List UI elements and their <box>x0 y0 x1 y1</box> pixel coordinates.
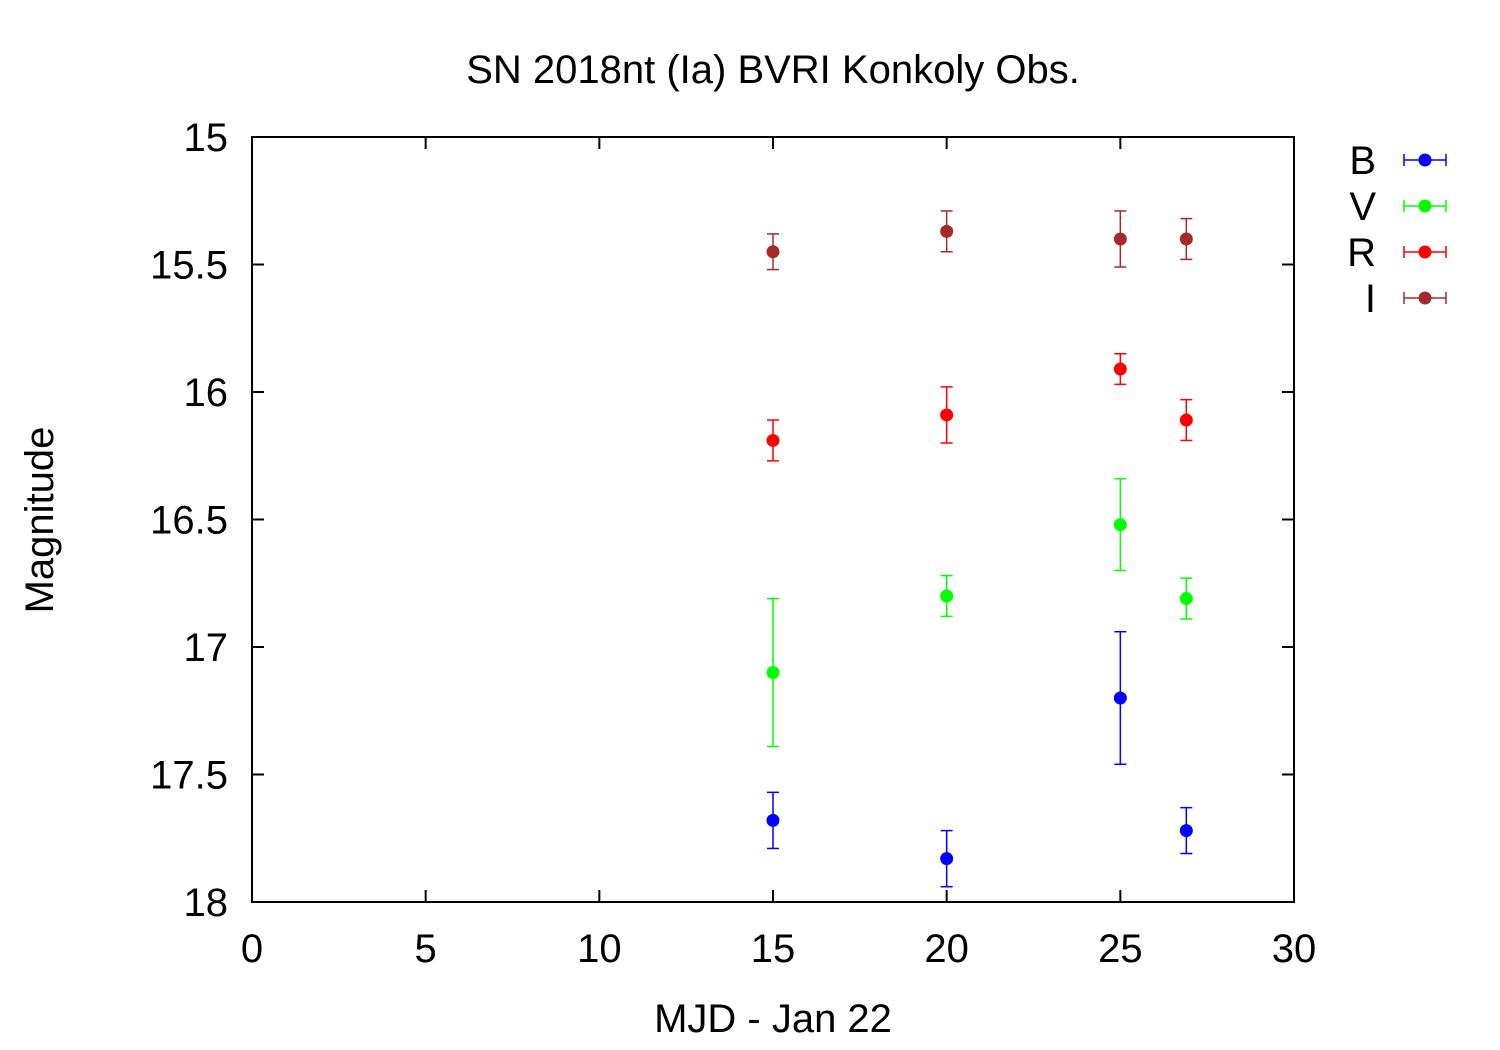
legend: BVRI <box>1347 139 1447 321</box>
legend-label: I <box>1365 277 1376 321</box>
series-R <box>766 353 1193 462</box>
x-axis-ticks: 0 5 10 15 20 25 30 <box>241 137 1316 971</box>
series-I <box>766 210 1193 271</box>
data-point <box>1113 691 1127 705</box>
legend-label: B <box>1349 139 1376 183</box>
x-tick-label: 15 <box>751 927 796 971</box>
series-V <box>766 477 1193 748</box>
x-tick-label: 30 <box>1272 927 1317 971</box>
legend-marker <box>1418 245 1432 259</box>
y-tick-label: 15 <box>184 116 229 160</box>
data-point <box>766 433 780 447</box>
data-point <box>940 224 954 238</box>
data-point <box>1113 232 1127 246</box>
y-tick-label: 18 <box>184 881 229 925</box>
y-axis-ticks: 15 15.5 16 16.5 17 17.5 18 <box>150 116 1294 925</box>
y-axis-label: Magnitude <box>18 427 62 614</box>
y-tick-label: 17 <box>184 626 229 670</box>
x-tick-label: 25 <box>1098 927 1143 971</box>
data-point <box>1179 824 1193 838</box>
legend-marker <box>1418 291 1432 305</box>
x-axis-label: MJD - Jan 22 <box>654 997 892 1041</box>
data-point <box>940 589 954 603</box>
y-tick-label: 17.5 <box>150 754 228 798</box>
data-series <box>766 210 1193 888</box>
chart-title: SN 2018nt (Ia) BVRI Konkoly Obs. <box>466 48 1080 92</box>
data-point <box>766 245 780 259</box>
y-tick-label: 16.5 <box>150 499 228 543</box>
data-point <box>766 666 780 679</box>
data-point <box>1179 413 1193 427</box>
data-point <box>766 813 780 827</box>
x-tick-label: 10 <box>577 927 622 971</box>
data-point <box>1113 518 1127 532</box>
data-point <box>940 408 954 422</box>
data-point <box>940 852 954 866</box>
legend-marker <box>1418 153 1432 167</box>
legend-label: V <box>1349 185 1376 229</box>
x-tick-label: 0 <box>241 927 263 971</box>
y-tick-label: 15.5 <box>150 244 228 288</box>
data-point <box>1113 362 1127 376</box>
x-tick-label: 20 <box>924 927 969 971</box>
y-tick-label: 16 <box>184 371 229 415</box>
series-B <box>766 630 1193 888</box>
x-tick-label: 5 <box>415 927 437 971</box>
data-point <box>1179 232 1193 246</box>
legend-marker <box>1418 199 1432 213</box>
data-point <box>1179 592 1193 606</box>
legend-label: R <box>1347 231 1376 275</box>
